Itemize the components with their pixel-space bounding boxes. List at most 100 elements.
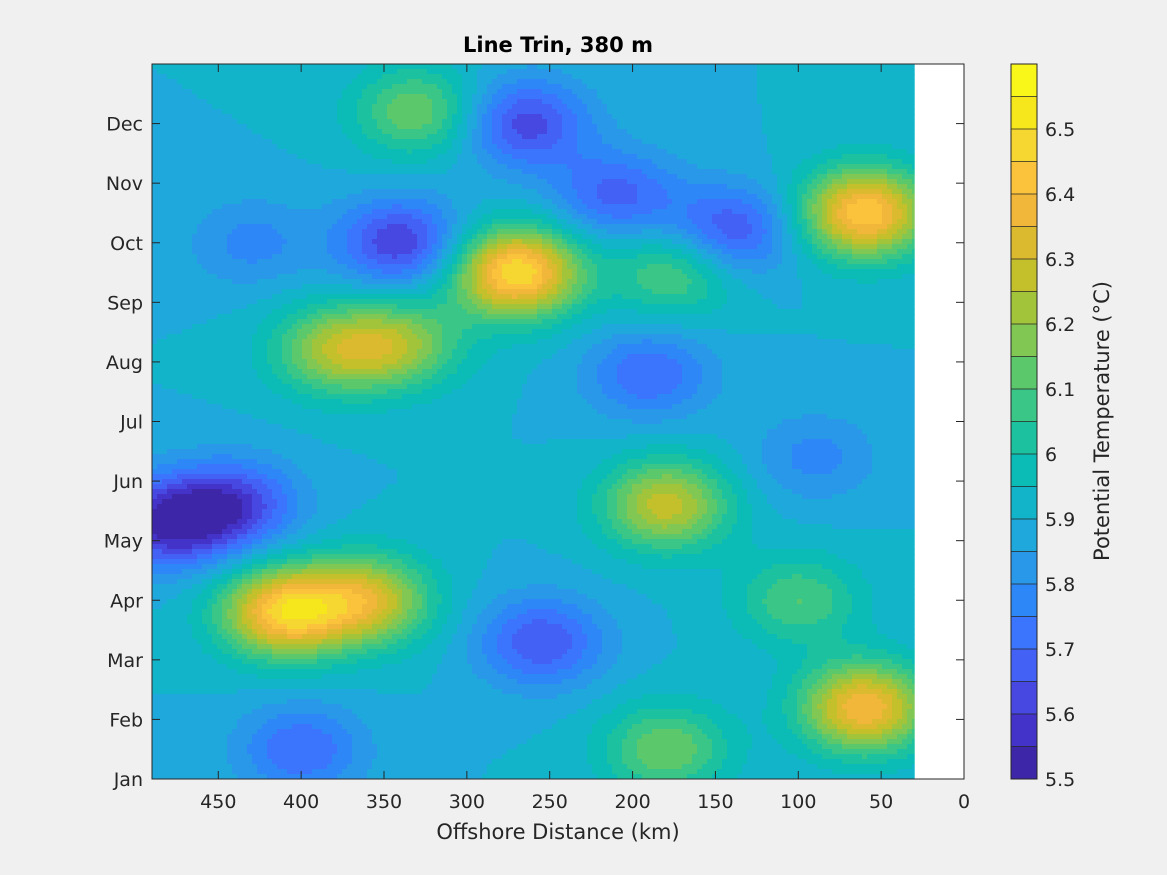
- contour-cell: [202, 84, 208, 90]
- contour-cell: [202, 219, 208, 225]
- contour-cell: [247, 579, 253, 585]
- contour-cell: [262, 124, 268, 130]
- contour-cell: [282, 359, 288, 365]
- contour-cell: [312, 219, 318, 225]
- contour-cell: [262, 299, 268, 305]
- contour-cell: [307, 169, 313, 175]
- contour-cell: [302, 224, 308, 230]
- contour-cell: [202, 719, 208, 725]
- contour-cell: [312, 629, 318, 635]
- contour-cell: [292, 124, 298, 130]
- contour-cell: [317, 504, 323, 510]
- contour-cell: [232, 139, 238, 145]
- contour-cell: [247, 394, 253, 400]
- contour-cell: [167, 709, 173, 715]
- contour-cell: [187, 669, 193, 675]
- contour-cell: [277, 269, 283, 275]
- contour-cell: [247, 84, 253, 90]
- contour-cell: [287, 729, 293, 735]
- contour-cell: [172, 194, 178, 200]
- contour-cell: [172, 314, 178, 320]
- contour-cell: [152, 724, 158, 730]
- contour-cell: [237, 359, 243, 365]
- contour-cell: [207, 494, 213, 500]
- contour-cell: [322, 369, 328, 375]
- contour-cell: [272, 634, 278, 640]
- contour-cell: [157, 694, 163, 700]
- contour-cell: [242, 629, 248, 635]
- contour-cell: [202, 509, 208, 515]
- contour-cell: [217, 139, 223, 145]
- contour-cell: [212, 69, 218, 75]
- contour-cell: [177, 409, 183, 415]
- contour-cell: [162, 454, 168, 460]
- contour-cell: [182, 534, 188, 540]
- contour-cell: [272, 389, 278, 395]
- contour-cell: [187, 154, 193, 160]
- contour-cell: [177, 379, 183, 385]
- contour-cell: [157, 494, 163, 500]
- contour-cell: [307, 759, 313, 765]
- contour-cell: [282, 164, 288, 170]
- contour-cell: [282, 749, 288, 755]
- contour-cell: [272, 369, 278, 375]
- contour-cell: [192, 754, 198, 760]
- contour-cell: [177, 709, 183, 715]
- contour-cell: [277, 494, 283, 500]
- contour-cell: [272, 774, 278, 779]
- contour-cell: [267, 709, 273, 715]
- contour-cell: [202, 689, 208, 695]
- contour-cell: [162, 464, 168, 470]
- contour-cell: [212, 89, 218, 95]
- contour-cell: [277, 604, 283, 610]
- contour-cell: [322, 124, 328, 130]
- contour-cell: [227, 139, 233, 145]
- contour-cell: [267, 189, 273, 195]
- contour-cell: [277, 119, 283, 125]
- contour-cell: [177, 334, 183, 340]
- contour-cell: [227, 364, 233, 370]
- contour-cell: [242, 204, 248, 210]
- contour-cell: [227, 134, 233, 140]
- contour-cell: [217, 374, 223, 380]
- contour-cell: [307, 609, 313, 615]
- contour-cell: [197, 509, 203, 515]
- contour-cell: [317, 419, 323, 425]
- contour-cell: [227, 109, 233, 115]
- contour-cell: [302, 274, 308, 280]
- contour-cell: [247, 494, 253, 500]
- contour-cell: [197, 664, 203, 670]
- contour-cell: [222, 144, 228, 150]
- contour-cell: [157, 354, 163, 360]
- contour-cell: [152, 744, 158, 750]
- contour-cell: [312, 244, 318, 250]
- contour-cell: [227, 94, 233, 100]
- contour-cell: [227, 84, 233, 90]
- contour-cell: [167, 499, 173, 505]
- contour-cell: [317, 739, 323, 745]
- contour-cell: [187, 719, 193, 725]
- contour-cell: [217, 634, 223, 640]
- contour-cell: [162, 474, 168, 480]
- contour-cell: [262, 274, 268, 280]
- contour-cell: [232, 244, 238, 250]
- contour-cell: [182, 539, 188, 545]
- contour-cell: [217, 639, 223, 645]
- contour-cell: [302, 569, 308, 575]
- contour-cell: [307, 534, 313, 540]
- contour-cell: [257, 254, 263, 260]
- contour-cell: [162, 719, 168, 725]
- contour-cell: [207, 724, 213, 730]
- contour-cell: [227, 704, 233, 710]
- contour-cell: [187, 759, 193, 765]
- contour-cell: [282, 239, 288, 245]
- contour-cell: [157, 344, 163, 350]
- contour-cell: [177, 669, 183, 675]
- contour-cell: [277, 314, 283, 320]
- contour-cell: [207, 114, 213, 120]
- contour-cell: [192, 274, 198, 280]
- contour-cell: [302, 564, 308, 570]
- contour-cell: [322, 489, 328, 495]
- contour-cell: [152, 464, 158, 470]
- contour-cell: [257, 619, 263, 625]
